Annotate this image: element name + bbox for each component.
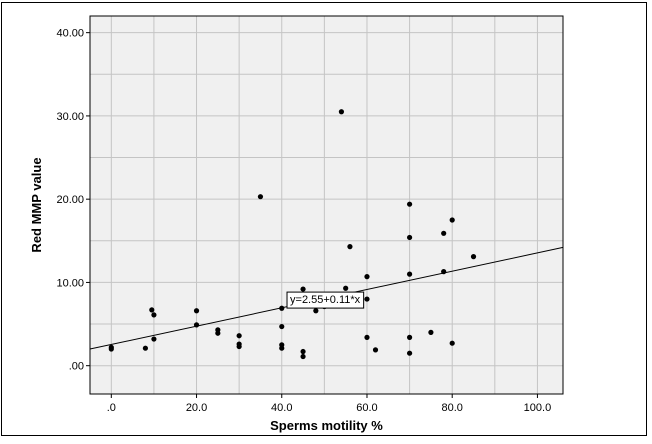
data-point [343,285,349,291]
data-point [449,217,455,223]
data-point [300,353,306,360]
regression-equation-label: y=2.55+0.11*x [286,291,365,309]
x-tick-label: .0 [107,402,116,414]
data-point [257,194,264,200]
grid-lines [90,16,563,394]
data-point [151,312,157,318]
plot-border [89,15,564,395]
data-point [406,271,413,277]
y-tick-label: 20.00 [56,194,84,206]
y-axis-label: Red MMP value [29,157,44,252]
data-point [279,305,285,311]
x-tick-label: 40.0 [271,402,292,414]
data-point [347,244,353,250]
y-tick-label: 40.00 [56,28,84,40]
data-point [406,201,413,207]
data-point [372,347,379,353]
regression-equation-text: y=2.55+0.11*x [290,294,361,306]
data-point [313,308,319,314]
x-tick-label: 60.0 [356,402,377,414]
data-point [236,333,242,339]
x-axis-ticks: .0 20.0 40.0 60.0 80.0 100.0 [107,394,551,414]
plot-area [90,16,563,394]
data-point [428,329,434,335]
data-point [108,344,114,350]
data-point [300,286,306,292]
y-axis-ticks: .00 10.00 20.00 30.00 40.00 [56,28,90,373]
data-point [364,274,370,280]
data-point [441,230,447,236]
data-point [151,336,157,342]
x-axis-label: Sperms motility % [270,418,383,433]
data-point [300,348,306,355]
x-tick-label: 80.0 [441,402,462,414]
x-tick-label: 20.0 [186,402,207,414]
data-point [406,350,413,356]
data-point [338,109,345,115]
data-point [470,254,477,260]
regression-equation-box [286,291,365,309]
data-point [364,334,370,340]
data-point [279,345,285,351]
data-point [406,234,413,241]
data-point [142,345,148,351]
data-point [149,307,155,313]
data-point [449,340,455,346]
data-point [215,330,221,336]
y-tick-label: .00 [69,361,84,373]
data-point [193,308,200,314]
data-point [279,323,285,330]
data-point [193,322,200,328]
data-point [364,296,370,302]
data-point [406,334,413,340]
x-tick-label: 100.0 [524,402,552,414]
data-point [441,269,447,275]
y-tick-label: 30.00 [56,111,84,123]
data-point [236,343,242,350]
y-tick-label: 10.00 [56,277,84,289]
